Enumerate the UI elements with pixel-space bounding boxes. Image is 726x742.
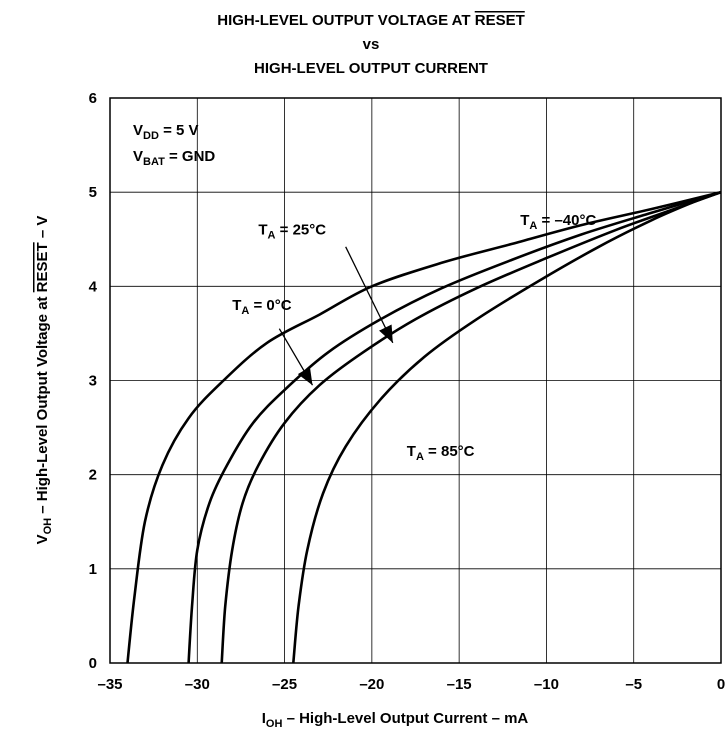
condition-label: VBAT = GND (133, 148, 215, 168)
series-line (220, 190, 722, 664)
y-tick-label: 5 (89, 184, 97, 201)
y-axis-label-rest: – V (34, 216, 51, 243)
x-axis-label-rest: – High-Level Output Current – mA (282, 710, 528, 727)
chart-title-line-1: HIGH-LEVEL OUTPUT VOLTAGE AT RESET (217, 12, 525, 29)
series-line (292, 190, 722, 664)
y-axis-label-overline: RESET (34, 242, 51, 292)
y-axis-label-mid: – High-Level Output Voltage at (34, 292, 51, 518)
conditions: VDD = 5 V VBAT = GND (133, 122, 215, 168)
annotation-label: TA = –40°C (520, 212, 596, 232)
chart-title-line-1-pre: HIGH-LEVEL OUTPUT VOLTAGE AT (217, 12, 475, 29)
y-tick-label: 6 (89, 90, 97, 107)
x-tick-label: –35 (97, 676, 122, 693)
x-tick-label: 0 (717, 676, 725, 693)
y-tick-labels: 0 1 2 3 4 5 6 (89, 90, 98, 672)
annotation-label: TA = 0°C (232, 297, 292, 317)
x-tick-label: –10 (534, 676, 559, 693)
x-tick-labels: –35 –30 –25 –20 –15 –10 –5 0 (97, 676, 725, 693)
x-axis-label-sub: OH (266, 718, 283, 730)
chart-title-overline-word: RESET (475, 12, 525, 29)
x-axis-label-main: I (262, 710, 266, 727)
x-tick-label: –5 (625, 676, 642, 693)
y-axis-label-main: V (34, 534, 51, 544)
chart-title-line-2: vs (363, 36, 380, 53)
y-tick-label: 0 (89, 655, 97, 672)
annotation-arrowhead (297, 367, 313, 386)
grid (110, 98, 721, 663)
curves (126, 190, 722, 664)
annotations: TA = –40°C TA = 25°C TA = 0°C TA = 85°C (232, 212, 596, 463)
condition-label: VDD = 5 V (133, 122, 199, 142)
series-line (126, 190, 722, 664)
x-tick-label: –20 (359, 676, 384, 693)
annotation-label: TA = 25°C (258, 222, 326, 242)
annotation-leader (345, 246, 394, 344)
y-tick-label: 3 (89, 373, 97, 390)
y-tick-label: 4 (89, 278, 98, 295)
chart-title-line-3: HIGH-LEVEL OUTPUT CURRENT (254, 60, 488, 77)
y-axis-label-sub: OH (42, 518, 54, 535)
y-tick-label: 1 (89, 561, 97, 578)
x-axis-label: IOH – High-Level Output Current – mA (262, 710, 529, 730)
x-tick-label: –30 (185, 676, 210, 693)
annotation-label: TA = 85°C (407, 443, 475, 463)
series-line (187, 190, 722, 664)
plot-frame (109, 97, 722, 664)
x-tick-label: –25 (272, 676, 297, 693)
x-tick-label: –15 (447, 676, 472, 693)
y-axis-label: VOH – High-Level Output Voltage at RESET… (34, 216, 54, 545)
annotation-arrowhead (379, 324, 393, 343)
y-tick-label: 2 (89, 467, 97, 484)
